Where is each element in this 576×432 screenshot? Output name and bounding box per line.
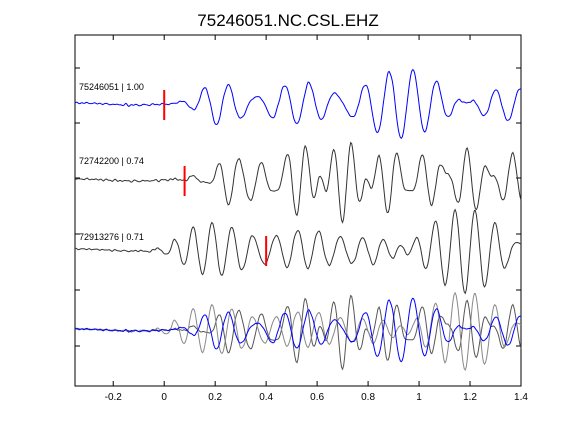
plot-frame <box>74 34 522 387</box>
trace-line <box>74 69 522 140</box>
x-tick-label: 0 <box>161 392 167 403</box>
trace-label: 75246051 | 1.00 <box>79 82 144 92</box>
overlay-stack-group <box>74 291 522 372</box>
x-tick-label: 1.2 <box>463 392 477 403</box>
x-tick-label: 1.4 <box>514 392 528 403</box>
x-tick-label: 0.4 <box>259 392 273 403</box>
x-tick-label: 1 <box>416 392 422 403</box>
x-tick-label: 0.6 <box>310 392 324 403</box>
y-ticks <box>75 67 521 347</box>
x-tick-label: 0.2 <box>208 392 222 403</box>
x-axis: -0.2 0 0.2 0.4 0.6 0.8 1 1.2 1.4 <box>105 35 528 403</box>
stack-trace-line <box>75 291 522 372</box>
trace-line <box>74 208 522 295</box>
stack-trace-line <box>74 297 522 363</box>
traces-group: 75246051 | 1.00 72742200 | 0.74 72913276 |… <box>74 69 522 295</box>
x-tick-label: -0.2 <box>105 392 123 403</box>
trace-label: 72913276 | 0.71 <box>79 232 144 242</box>
x-tick-label: 0.8 <box>361 392 375 403</box>
trace-line <box>74 141 522 224</box>
trace-label: 72742200 | 0.74 <box>79 156 144 166</box>
chart-title: 75246051.NC.CSL.EHZ <box>197 11 378 30</box>
